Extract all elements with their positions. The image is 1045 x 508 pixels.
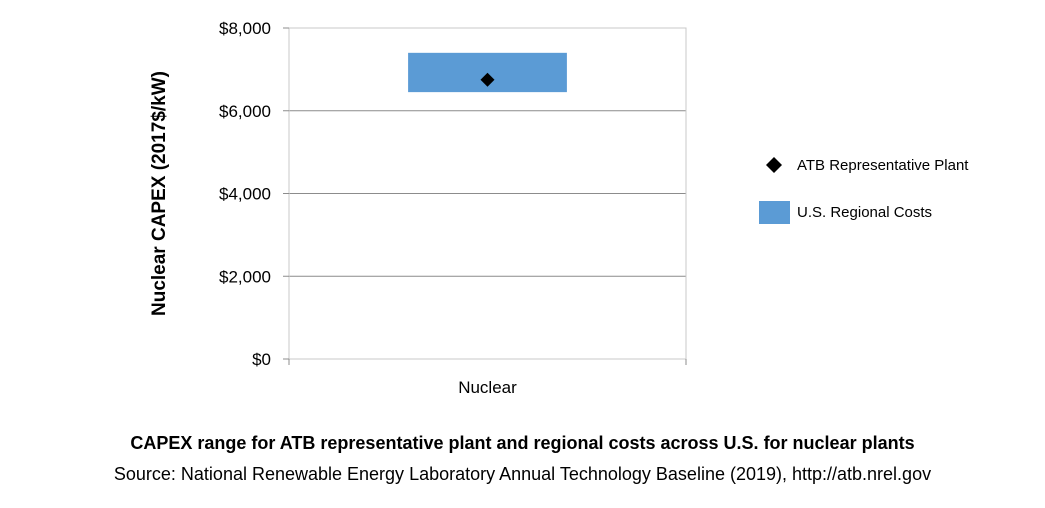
y-tick-label: $4,000 [219,185,271,204]
y-tick-label: $0 [252,350,271,369]
y-tick-label: $6,000 [219,102,271,121]
legend-color-swatch [759,201,790,224]
y-tick-label: $2,000 [219,267,271,286]
legend-item: U.S. Regional Costs [759,201,932,224]
y-axis-ticks: $0 $2,000 $4,000 $6,000 $8,000 [219,19,289,369]
x-axis: Nuclear [288,359,687,397]
chart-marks [408,52,567,93]
legend-diamond-swatch [766,157,782,173]
y-axis-label: Nuclear CAPEX (2017$/kW) [149,71,170,316]
legend-label: ATB Representative Plant [797,157,969,174]
caption-title: CAPEX range for ATB representative plant… [130,433,915,453]
diamond-marker [480,72,495,87]
x-tick-label: Nuclear [458,378,517,397]
chart: Nuclear $0 $2,000 $4,000 $6,000 $8,000 Nucle… [149,19,969,397]
legend-item: ATB Representative Plant [766,157,969,174]
legend: ATB Representative Plant U.S. Regional Co… [759,157,969,224]
legend-label: U.S. Regional Costs [797,204,932,221]
caption-source: Source: National Renewable Energy Labora… [113,464,932,484]
y-tick-label: $8,000 [219,19,271,38]
